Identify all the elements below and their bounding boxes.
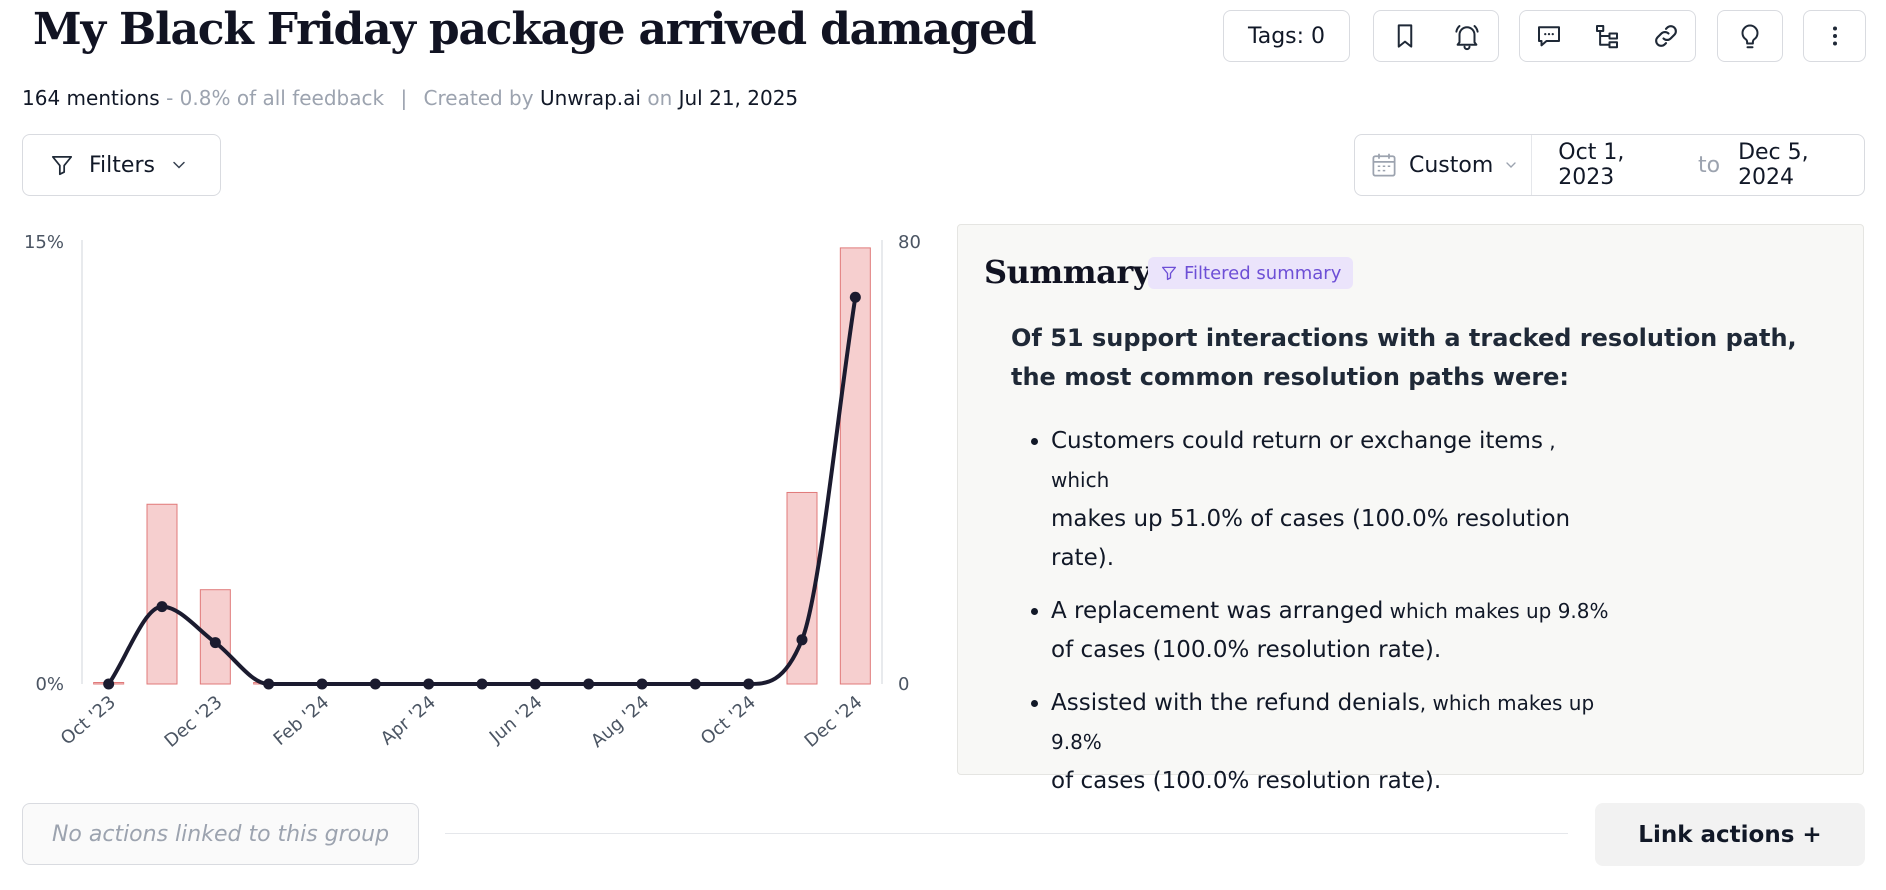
link-icon[interactable] <box>1637 11 1695 61</box>
link-actions-button[interactable]: Link actions + <box>1595 803 1865 866</box>
resolution-mid: , which makes up 9.8% <box>1051 691 1595 754</box>
divider <box>445 833 1568 834</box>
resolution-rest: of cases (100.0% resolution rate). <box>1051 768 1442 794</box>
meta-separator: - <box>166 86 174 110</box>
resolution-mid: , which <box>1051 429 1556 492</box>
created-date: Jul 21, 2025 <box>678 86 799 110</box>
bookmark-alert-group <box>1373 10 1499 62</box>
x-tick-label: Aug '24 <box>587 692 653 752</box>
tools-group <box>1519 10 1696 62</box>
x-tick-label: Dec '24 <box>801 692 867 752</box>
chart-bar <box>199 589 231 685</box>
creator-name: Unwrap.ai <box>539 86 641 110</box>
list-item: Assisted with the refund denials, which … <box>1051 684 1611 801</box>
resolution-lead: Assisted with the refund denials <box>1051 690 1420 716</box>
x-tick-label: Oct '23 <box>57 692 120 750</box>
line-point <box>103 678 115 690</box>
y-tick-label: 0 <box>898 674 909 695</box>
filter-icon <box>1161 266 1177 281</box>
line-point <box>263 678 275 690</box>
x-tick-label: Apr '24 <box>377 692 440 750</box>
y-tick-label: 0% <box>35 674 64 695</box>
filtered-summary-badge: Filtered summary <box>1148 257 1354 289</box>
line-point <box>156 601 168 613</box>
x-tick-label: Jun '24 <box>485 692 547 748</box>
list-item: A replacement was arranged which makes u… <box>1051 592 1611 670</box>
line-point <box>529 678 541 690</box>
y-tick-label: 80 <box>898 232 921 253</box>
date-range-picker: Custom Oct 1, 2023 to Dec 5, 2024 <box>1354 134 1865 196</box>
lightbulb-icon <box>1718 11 1782 61</box>
mention-count: 164 mentions <box>22 86 160 110</box>
resolution-list: Customers could return or exchange items… <box>1011 422 1611 815</box>
chevron-down-icon <box>1506 162 1516 168</box>
line-point <box>796 634 808 646</box>
resolution-rest: of cases (100.0% resolution rate). <box>1051 637 1442 663</box>
resolution-mid: which makes up 9.8% <box>1383 599 1609 623</box>
line-point <box>743 678 755 690</box>
chevron-down-icon <box>173 161 185 169</box>
x-tick-label: Oct '24 <box>697 692 760 750</box>
line-point <box>316 678 328 690</box>
filtered-summary-label: Filtered summary <box>1184 262 1342 284</box>
to-label: to <box>1697 152 1721 178</box>
date-preset-label: Custom <box>1409 152 1494 178</box>
mentions-chart: 15% 0% 80 0 Oct '23 Dec '23 Feb '24 Apr '24 Jun … <box>24 232 921 752</box>
filters-label: Filters <box>89 152 155 178</box>
end-date[interactable]: Dec 5, 2024 <box>1738 140 1809 190</box>
summary-intro: Of 51 support interactions with a tracke… <box>1011 324 1797 391</box>
chart-bar <box>839 247 871 685</box>
on-label: on <box>647 86 673 110</box>
line-point <box>689 678 701 690</box>
bookmark-icon[interactable] <box>1374 11 1436 61</box>
line-point <box>636 678 648 690</box>
page-title: My Black Friday package arrived damaged <box>33 4 1037 55</box>
more-vertical-icon <box>1804 11 1865 61</box>
insight-button[interactable] <box>1717 10 1783 62</box>
line-point <box>583 678 595 690</box>
list-item: Customers could return or exchange items… <box>1051 422 1611 578</box>
tags-button[interactable]: Tags: 0 <box>1223 10 1350 62</box>
line-point <box>849 291 861 303</box>
resolution-rest: makes up 51.0% of cases (100.0% resoluti… <box>1051 506 1571 571</box>
filters-button[interactable]: Filters <box>22 134 221 196</box>
date-preset-select[interactable]: Custom <box>1355 135 1533 195</box>
comment-icon[interactable] <box>1520 11 1578 61</box>
summary-heading: Summary <box>984 253 1151 291</box>
start-date[interactable]: Oct 1, 2023 <box>1558 140 1625 190</box>
line-point <box>369 678 381 690</box>
x-tick-label: Dec '23 <box>161 692 227 752</box>
summary-panel: Summary Filtered summary Of 51 support i… <box>957 224 1864 794</box>
filter-icon <box>51 156 73 176</box>
bell-alert-icon[interactable] <box>1436 11 1498 61</box>
group-meta: 164 mentions - 0.8% of all feedback | Cr… <box>22 86 798 110</box>
meta-divider: | <box>400 86 408 110</box>
chart-bar <box>146 503 178 685</box>
more-options-button[interactable] <box>1803 10 1866 62</box>
calendar-icon <box>1372 153 1396 177</box>
chart-bar <box>786 491 818 685</box>
resolution-lead: Customers could return or exchange items <box>1051 428 1543 454</box>
mentions-line <box>107 296 858 686</box>
line-point <box>423 678 435 690</box>
created-by-label: Created by <box>423 86 534 110</box>
hierarchy-icon[interactable] <box>1578 11 1636 61</box>
line-point <box>209 637 221 649</box>
no-actions-placeholder: No actions linked to this group <box>22 803 419 865</box>
resolution-lead: A replacement was arranged <box>1051 598 1384 624</box>
line-point <box>476 678 488 690</box>
y-tick-label: 15% <box>24 232 64 253</box>
feedback-share: 0.8% of all feedback <box>179 86 385 110</box>
x-tick-label: Feb '24 <box>270 692 334 750</box>
